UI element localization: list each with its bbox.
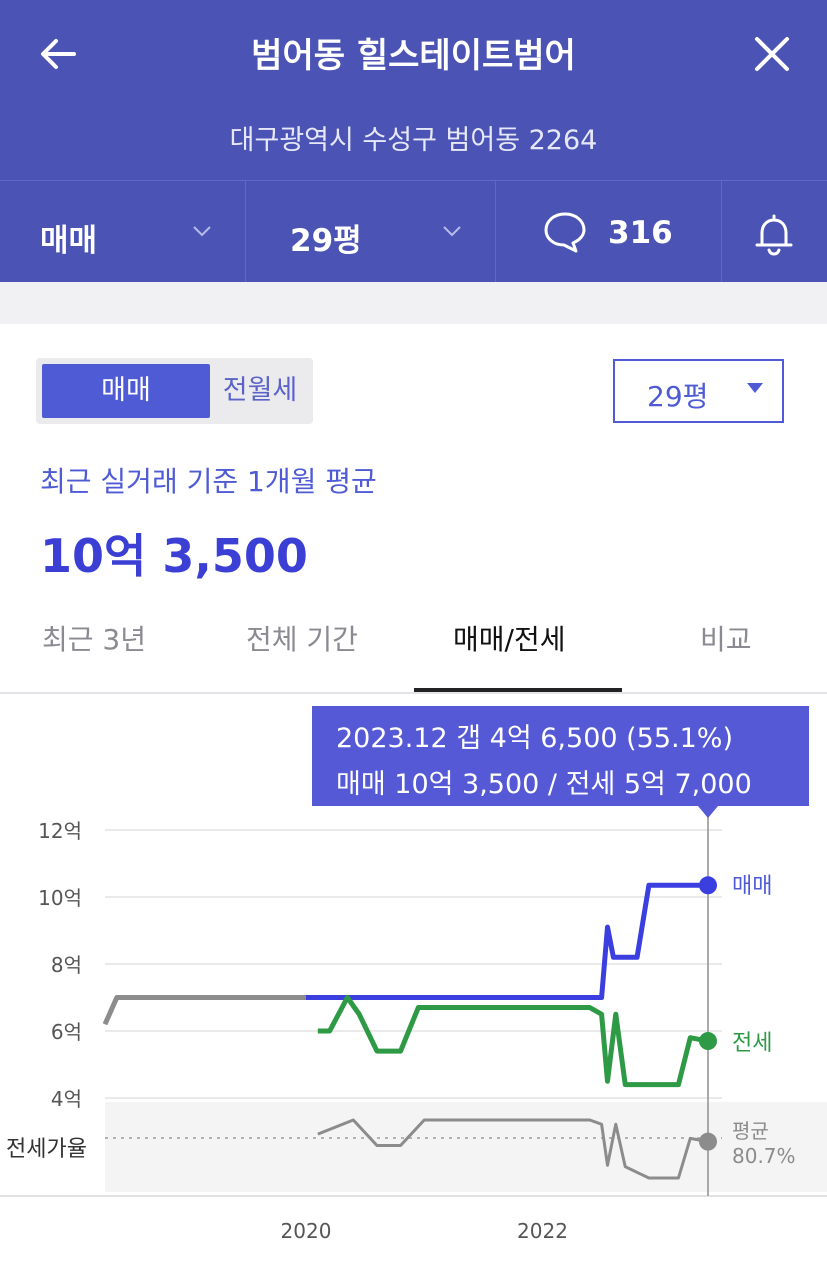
area-dropdown[interactable]: 29평: [246, 181, 496, 283]
trade-toggle: 매매 전월세: [36, 358, 313, 424]
section-divider: [0, 282, 827, 324]
caret-down-icon: [747, 383, 763, 393]
chart-tooltip: 2023.12 갭 4억 6,500 (55.1%) 매매 10억 3,500 …: [312, 706, 809, 806]
y-tick-label: 6억: [51, 1020, 82, 1044]
ratio-band: [105, 1102, 827, 1192]
y-tick-label: 4억: [51, 1087, 82, 1111]
ratio-value-label: 80.7%: [732, 1144, 796, 1168]
comments-button[interactable]: 316: [496, 181, 722, 283]
y-tick-label: 8억: [51, 953, 82, 977]
price-chart[interactable]: 12억 10억 8억 6억 4억 2020 2022 전세가율 매매 전세 평균 80.7%: [0, 694, 827, 1270]
filter-bar: 매매 29평 316: [0, 180, 827, 283]
tooltip-line-1: 2023.12 갭 4억 6,500 (55.1%): [336, 723, 733, 754]
comment-count: 316: [608, 215, 673, 251]
trade-type-label: 매매: [40, 223, 98, 259]
jeonse-line-end-point: [699, 1032, 717, 1051]
area-select[interactable]: 29평: [613, 359, 784, 423]
chevron-down-icon: [443, 226, 461, 237]
active-tab-indicator: [414, 688, 622, 692]
y-tick-label: 12억: [38, 819, 82, 843]
ratio-line-end-point: [699, 1132, 717, 1151]
trade-type-dropdown[interactable]: 매매: [0, 181, 246, 283]
ratio-avg-label: 평균: [732, 1119, 769, 1143]
area-select-value: 29평: [647, 380, 709, 413]
tab-all-period[interactable]: 전체 기간: [246, 623, 358, 656]
chevron-down-icon: [193, 226, 211, 237]
average-price-value: 10억 3,500: [40, 529, 308, 583]
tooltip-line-2: 매매 10억 3,500 / 전세 5억 7,000: [336, 769, 752, 800]
ratio-line: [317, 1118, 709, 1180]
tab-compare[interactable]: 비교: [700, 623, 752, 656]
page-title: 범어동 힐스테이트범어: [251, 36, 576, 76]
close-icon[interactable]: [748, 30, 796, 78]
tab-sale-jeonse[interactable]: 매매/전세: [453, 623, 566, 656]
sale-line: [306, 882, 708, 1000]
toggle-sale[interactable]: 매매: [42, 364, 210, 418]
alert-button[interactable]: [722, 181, 827, 283]
toggle-rent[interactable]: 전월세: [222, 375, 298, 406]
jeonse-line: [317, 995, 709, 1088]
x-tick-label: 2020: [281, 1219, 332, 1243]
x-tick-label: 2022: [517, 1219, 568, 1243]
chart-grid: 12억 10억 8억 6억 4억 2020 2022: [38, 819, 722, 1243]
jeonse-end-label: 전세: [732, 1031, 772, 1056]
back-arrow-icon[interactable]: [34, 30, 82, 78]
tab-divider: [0, 692, 827, 694]
sale-line-history: [102, 995, 306, 1026]
app-header: 범어동 힐스테이트범어 대구광역시 수성구 범어동 2264 매매 29평 31…: [0, 0, 827, 283]
sale-end-label: 매매: [732, 874, 772, 899]
area-label: 29평: [290, 223, 362, 259]
tab-recent-3y[interactable]: 최근 3년: [42, 623, 146, 656]
y-tick-label: 10억: [38, 886, 82, 910]
ratio-axis-label: 전세가율: [6, 1137, 87, 1162]
address-text: 대구광역시 수성구 범어동 2264: [229, 125, 598, 156]
average-price-label: 최근 실거래 기준 1개월 평균: [40, 465, 377, 498]
speech-bubble-icon: [544, 212, 586, 253]
sale-line-end-point: [699, 876, 717, 895]
bell-icon: [755, 214, 793, 256]
tooltip-arrow: [698, 806, 718, 818]
